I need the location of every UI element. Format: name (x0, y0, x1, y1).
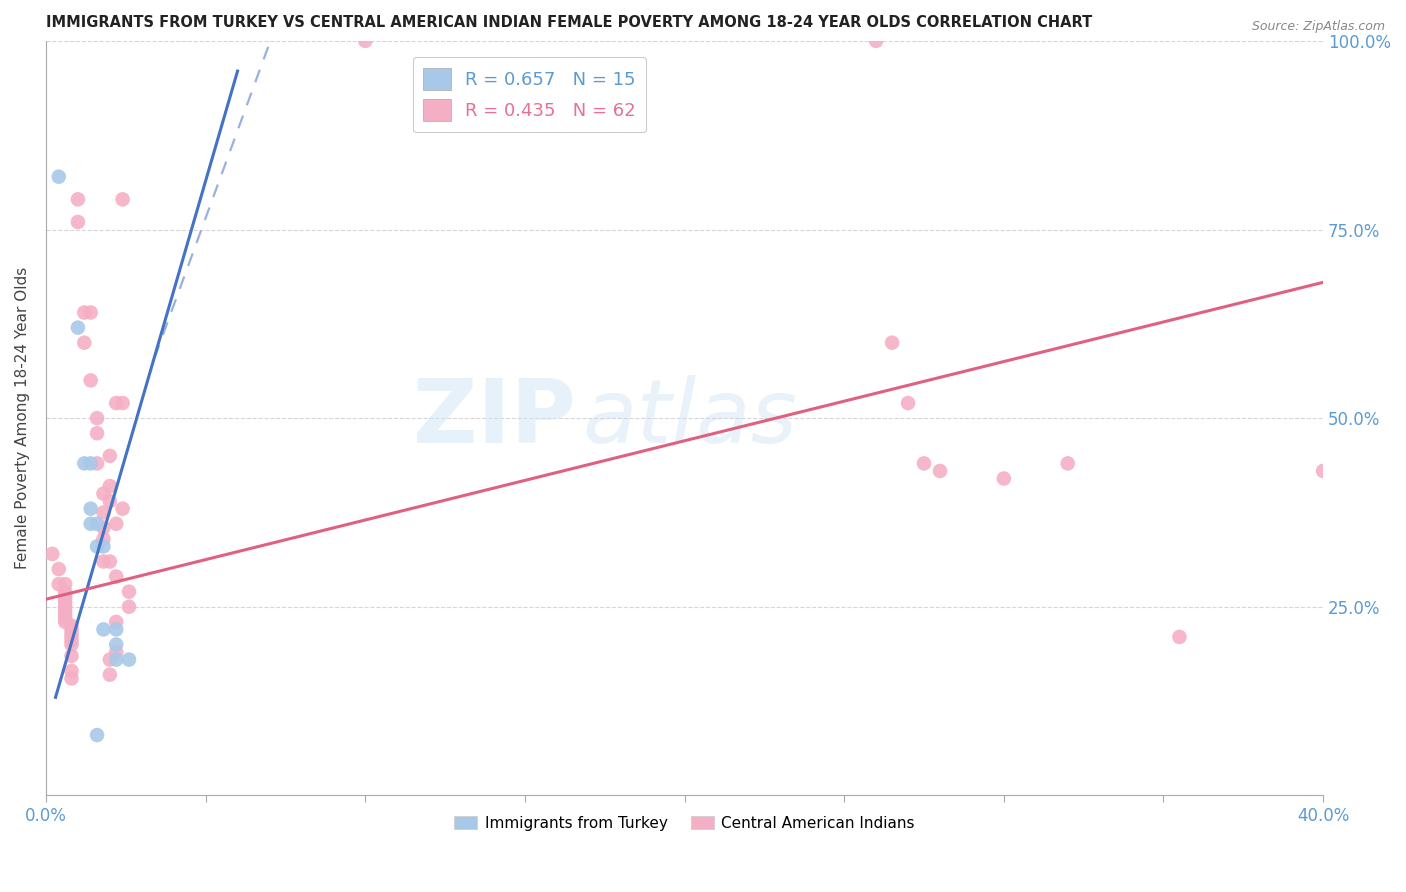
Point (1168, 630, 1191, 644)
Point (118, 652, 141, 666)
Point (105, 638, 128, 652)
Point (93, 554, 115, 568)
Point (993, 471, 1015, 485)
Point (98, 667, 121, 681)
Point (53, 592, 76, 607)
Point (79, 305, 101, 319)
Point (98, 449, 121, 463)
Point (60, 623, 83, 637)
Point (53, 603, 76, 617)
Point (60, 618, 83, 632)
Point (73, 305, 96, 319)
Point (86, 516, 108, 531)
Point (98, 479, 121, 493)
Point (93, 506, 115, 520)
Point (53, 596, 76, 610)
Legend: Immigrants from Turkey, Central American Indians: Immigrants from Turkey, Central American… (449, 810, 921, 837)
Point (79, 501, 101, 516)
Text: atlas: atlas (582, 376, 797, 461)
Point (86, 540, 108, 554)
Point (98, 652, 121, 666)
Point (93, 532, 115, 546)
Point (929, 464, 952, 478)
Point (86, 426, 108, 441)
Point (41, 547, 63, 561)
Text: IMMIGRANTS FROM TURKEY VS CENTRAL AMERICAN INDIAN FEMALE POVERTY AMONG 18-24 YEA: IMMIGRANTS FROM TURKEY VS CENTRAL AMERIC… (46, 15, 1092, 30)
Point (79, 457, 101, 471)
Point (865, 34, 887, 48)
Point (53, 599, 76, 614)
Point (897, 396, 920, 410)
Point (118, 599, 141, 614)
Point (86, 728, 108, 742)
Point (60, 626, 83, 640)
Point (118, 584, 141, 599)
Point (912, 457, 935, 471)
Point (60, 633, 83, 648)
Point (66, 215, 89, 229)
Point (66, 320, 89, 334)
Point (1312, 464, 1334, 478)
Y-axis label: Female Poverty Among 18-24 Year Olds: Female Poverty Among 18-24 Year Olds (15, 267, 30, 569)
Point (354, 34, 377, 48)
Text: ZIP: ZIP (413, 375, 576, 462)
Point (111, 396, 134, 410)
Point (93, 520, 115, 534)
Point (93, 486, 115, 500)
Point (1056, 457, 1078, 471)
Point (60, 672, 83, 686)
Point (79, 516, 101, 531)
Point (48, 562, 70, 576)
Point (53, 577, 76, 591)
Point (105, 652, 128, 666)
Point (98, 494, 121, 508)
Point (73, 457, 96, 471)
Point (111, 501, 134, 516)
Point (73, 335, 96, 350)
Point (48, 577, 70, 591)
Point (48, 169, 70, 184)
Point (53, 584, 76, 599)
Point (105, 615, 128, 629)
Point (105, 569, 128, 583)
Point (880, 335, 903, 350)
Point (60, 630, 83, 644)
Point (98, 554, 121, 568)
Point (53, 589, 76, 603)
Point (66, 192, 89, 206)
Point (86, 457, 108, 471)
Point (79, 373, 101, 387)
Point (60, 664, 83, 678)
Point (53, 615, 76, 629)
Point (53, 607, 76, 622)
Point (53, 611, 76, 625)
Point (60, 638, 83, 652)
Text: Source: ZipAtlas.com: Source: ZipAtlas.com (1251, 20, 1385, 33)
Point (111, 192, 134, 206)
Point (60, 648, 83, 663)
Point (105, 516, 128, 531)
Point (105, 623, 128, 637)
Point (86, 411, 108, 425)
Point (105, 645, 128, 659)
Point (105, 396, 128, 410)
Point (93, 623, 115, 637)
Point (93, 540, 115, 554)
